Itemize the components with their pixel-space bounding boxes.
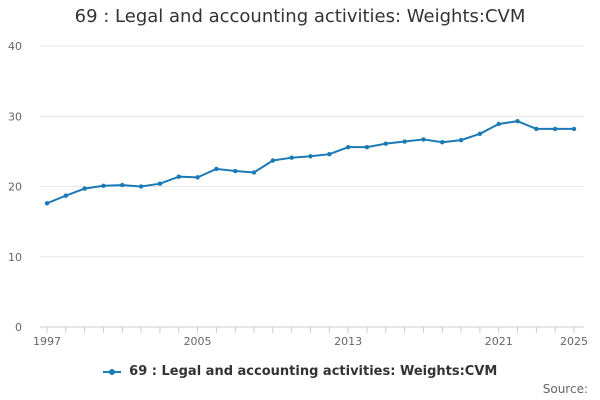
gridlines <box>40 45 584 328</box>
data-point[interactable] <box>176 174 181 179</box>
data-point[interactable] <box>440 140 445 145</box>
x-tick-label: 2013 <box>334 335 362 348</box>
data-point[interactable] <box>402 139 407 144</box>
data-point[interactable] <box>214 166 219 172</box>
series-line[interactable] <box>46 120 574 205</box>
source-label: Source: <box>542 382 588 396</box>
legend-label: 69 : Legal and accounting activities: We… <box>129 364 498 379</box>
data-point[interactable] <box>552 126 558 132</box>
data-point[interactable] <box>63 193 69 198</box>
y-tick-label: 40 <box>8 40 22 53</box>
y-tick-label: 30 <box>8 110 22 123</box>
series-group <box>44 118 577 206</box>
data-point[interactable] <box>477 131 483 137</box>
data-point[interactable] <box>289 155 294 160</box>
legend[interactable]: 69 : Legal and accounting activities: We… <box>0 364 600 379</box>
data-point[interactable] <box>458 137 464 143</box>
data-point[interactable] <box>515 118 520 124</box>
x-tick-label: 2021 <box>485 335 513 348</box>
chart-title: 69 : Legal and accounting activities: We… <box>74 6 526 27</box>
legend-line-marker-icon <box>102 366 121 378</box>
y-tick-label: 10 <box>8 251 22 264</box>
x-tick-label: 2025 <box>560 335 588 348</box>
data-point[interactable] <box>120 182 125 188</box>
data-point[interactable] <box>308 154 313 159</box>
data-point[interactable] <box>157 181 163 186</box>
data-point[interactable] <box>251 170 257 175</box>
data-point[interactable] <box>101 183 106 188</box>
data-point[interactable] <box>270 158 276 163</box>
data-point[interactable] <box>195 175 200 180</box>
data-point[interactable] <box>571 126 577 132</box>
y-tick-label: 0 <box>15 321 22 334</box>
x-tick-label: 1997 <box>33 335 61 348</box>
y-tick-label: 20 <box>8 181 22 194</box>
data-point[interactable] <box>138 184 144 189</box>
x-tick-label: 2005 <box>184 335 212 348</box>
data-point[interactable] <box>383 141 388 146</box>
data-point[interactable] <box>496 121 501 127</box>
data-point[interactable] <box>233 168 238 174</box>
data-point[interactable] <box>534 126 539 132</box>
data-point[interactable] <box>327 151 332 157</box>
data-point[interactable] <box>345 144 351 150</box>
data-point[interactable] <box>421 137 426 142</box>
data-point[interactable] <box>44 201 50 206</box>
data-point[interactable] <box>82 186 87 191</box>
axes: 0 10 20 30 40 1997 2005 2013 2021 2025 <box>8 40 588 348</box>
data-point[interactable] <box>364 144 370 150</box>
